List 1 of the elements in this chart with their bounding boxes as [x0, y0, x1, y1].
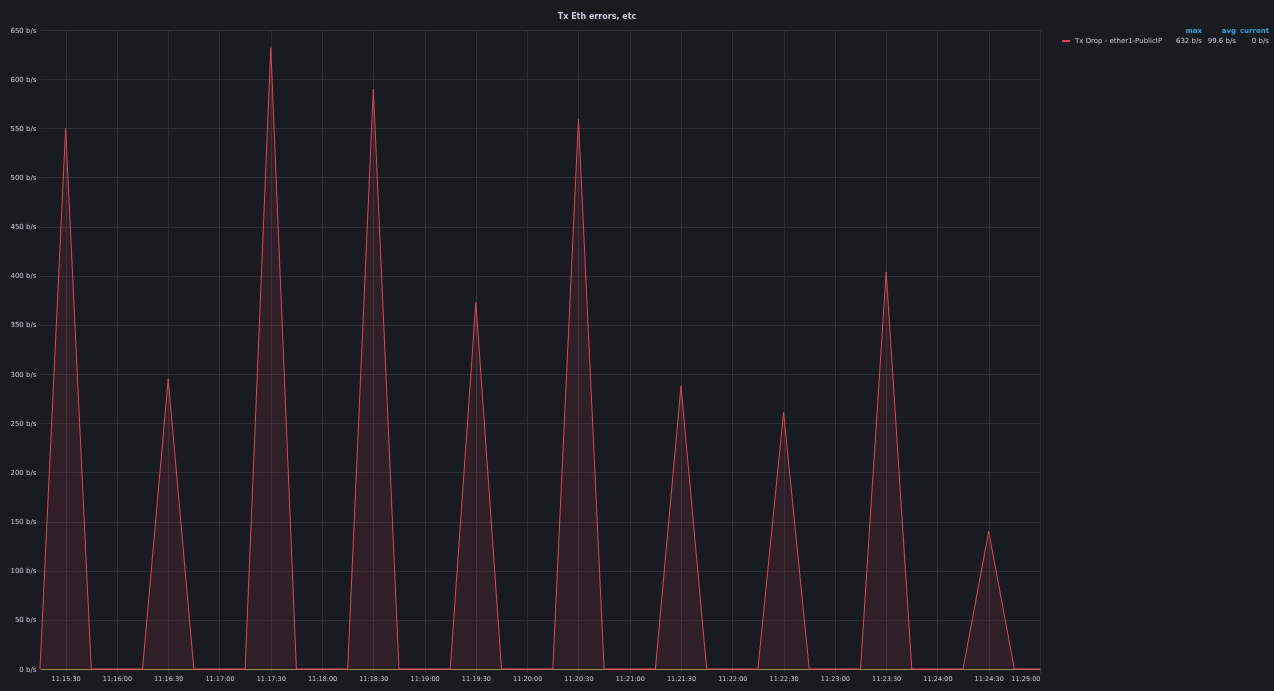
chart-title: Tx Eth errors, etc	[557, 12, 637, 21]
